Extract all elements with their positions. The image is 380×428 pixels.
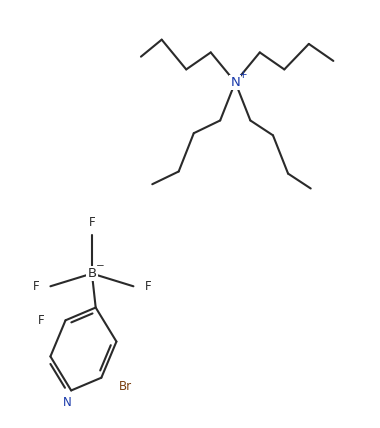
- Text: Br: Br: [119, 380, 133, 393]
- Text: −: −: [96, 261, 105, 271]
- Text: N: N: [230, 76, 240, 89]
- Text: F: F: [144, 280, 151, 293]
- Text: N: N: [63, 396, 72, 409]
- Text: F: F: [89, 216, 95, 229]
- Text: F: F: [38, 314, 44, 327]
- Text: F: F: [33, 280, 40, 293]
- Text: B: B: [87, 267, 97, 280]
- Text: +: +: [239, 69, 248, 80]
